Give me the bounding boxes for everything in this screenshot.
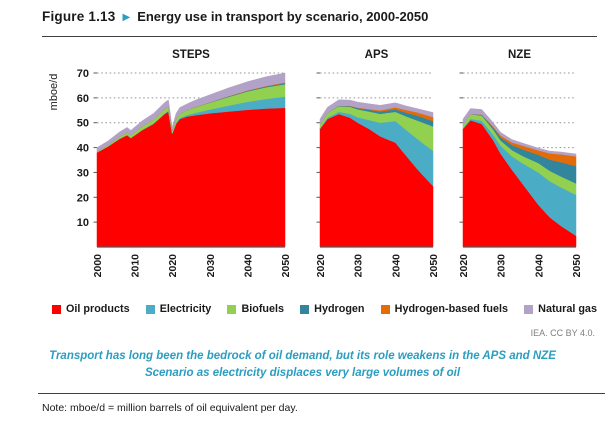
ytick-label-20: 20: [77, 192, 89, 204]
xtick-label-nze-2020: 2020: [458, 254, 470, 278]
xtick-label-steps-2000: 2000: [92, 254, 104, 278]
y-axis-label: mboe/d: [48, 74, 60, 111]
lede-text: Transport has long been the bedrock of o…: [49, 350, 556, 379]
ytick-label-50: 50: [77, 118, 89, 130]
note-divider: [38, 393, 605, 394]
title-divider: [42, 36, 597, 37]
legend-item-electricity: Electricity: [145, 303, 212, 315]
chart-panel-nze: NZE 2020 2030 2040 2050: [458, 49, 583, 277]
xtick-label-nze-2030: 2030: [496, 254, 508, 278]
xtick-label-nze-2050: 2050: [571, 254, 583, 278]
legend-swatch-oil-products: [52, 304, 61, 314]
figure-header: Figure 1.13 ▶ Energy use in transport by…: [42, 9, 428, 24]
ytick-label-40: 40: [77, 143, 89, 155]
legend-item-biofuels: Biofuels: [227, 303, 284, 315]
legend-label-hydrogen-based-fuels: Hydrogen-based fuels: [394, 303, 509, 315]
xtick-label-steps-2010: 2010: [130, 254, 142, 278]
figure-number: Figure 1.13: [42, 9, 116, 24]
area-nze-natural-gas: [462, 108, 577, 157]
legend-label-natural-gas: Natural gas: [538, 303, 597, 315]
legend-label-biofuels: Biofuels: [241, 303, 285, 315]
xtick-label-aps-2040: 2040: [390, 254, 402, 278]
legend-label-hydrogen: Hydrogen: [314, 303, 365, 315]
figure-title: Energy use in transport by scenario, 200…: [137, 9, 429, 24]
xtick-label-steps-2050: 2050: [280, 254, 292, 278]
legend-label-electricity: Electricity: [159, 303, 212, 315]
ytick-label-60: 60: [77, 93, 89, 105]
ytick-label-70: 70: [77, 68, 89, 80]
ytick-label-10: 10: [77, 217, 89, 229]
chart-panel-aps: APS 2020 2030 2040 2050: [315, 49, 440, 277]
legend-item-natural-gas: Natural gas: [524, 303, 597, 315]
xtick-label-steps-2030: 2030: [205, 254, 217, 278]
panel-title-nze: NZE: [508, 49, 531, 61]
legend-swatch-electricity: [145, 304, 155, 314]
legend-item-hydrogen-based-fuels: Hydrogen-based fuels: [380, 303, 509, 315]
legend-swatch-natural-gas: [524, 304, 534, 314]
legend-swatch-hydrogen-based-fuels: [380, 304, 390, 314]
xtick-label-steps-2040: 2040: [242, 254, 254, 278]
xtick-label-aps-2030: 2030: [353, 254, 365, 278]
legend-swatch-hydrogen: [300, 304, 310, 314]
legend-label-oil-products: Oil products: [66, 303, 130, 315]
source-attribution: IEA. CC BY 4.0.: [530, 328, 595, 338]
xtick-label-aps-2050: 2050: [428, 254, 440, 278]
xtick-label-nze-2040: 2040: [533, 254, 545, 278]
panel-title-aps: APS: [365, 49, 389, 61]
arrow-icon: ▶: [122, 12, 131, 23]
xtick-label-aps-2020: 2020: [315, 254, 327, 278]
chart-legend: Oil products Electricity Biofuels Hydrogen H…: [52, 303, 597, 315]
figure-note: Note: mboe/d = million barrels of oil eq…: [42, 402, 298, 414]
xtick-label-steps-2020: 2020: [167, 254, 179, 278]
legend-item-oil-products: Oil products: [52, 303, 130, 315]
legend-item-hydrogen: Hydrogen: [300, 303, 365, 315]
figure-lede: Transport has long been the bedrock of o…: [0, 348, 605, 382]
ytick-label-30: 30: [77, 167, 89, 179]
legend-swatch-biofuels: [227, 304, 237, 314]
area-aps-natural-gas: [319, 99, 434, 126]
panel-title-steps: STEPS: [172, 49, 210, 61]
area-steps-natural-gas: [96, 72, 286, 153]
